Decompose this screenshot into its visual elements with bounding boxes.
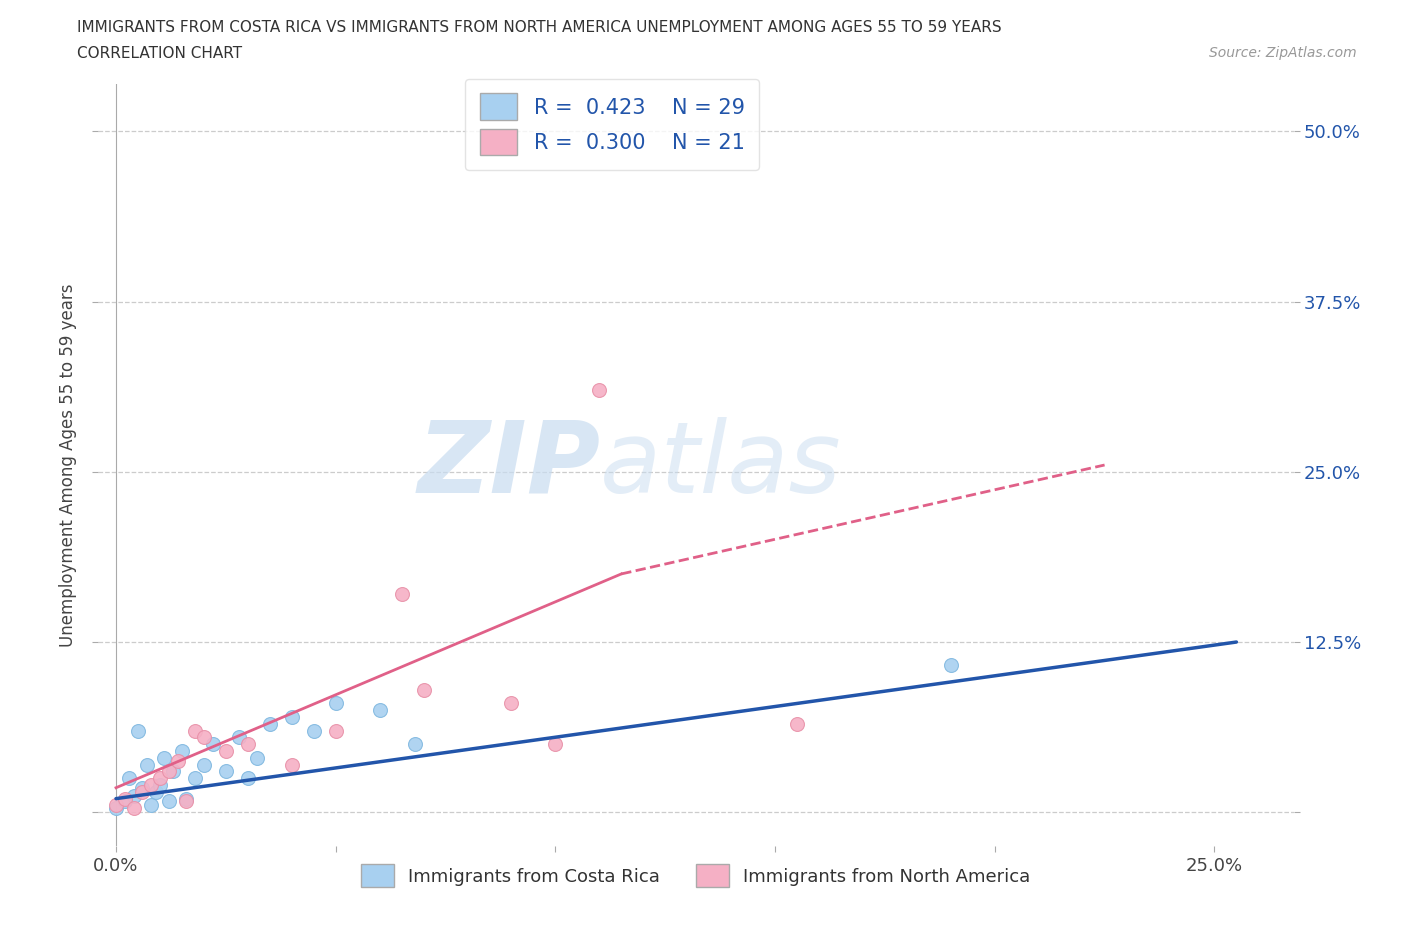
Point: [114, 794, 136, 809]
Text: atlas: atlas: [600, 417, 842, 513]
Point: [201, 737, 224, 751]
Point: [325, 696, 347, 711]
Point: [174, 794, 197, 809]
Point: [145, 784, 167, 799]
Point: [544, 737, 567, 751]
Point: [131, 780, 153, 795]
Point: [259, 716, 281, 731]
Point: [131, 784, 153, 799]
Point: [157, 764, 180, 778]
Point: [325, 724, 347, 738]
Point: [170, 744, 193, 759]
Point: [501, 696, 523, 711]
Point: [122, 789, 145, 804]
Point: [184, 724, 207, 738]
Point: [246, 751, 269, 765]
Legend: Immigrants from Costa Rica, Immigrants from North America: Immigrants from Costa Rica, Immigrants f…: [354, 857, 1038, 895]
Point: [404, 737, 426, 751]
Text: IMMIGRANTS FROM COSTA RICA VS IMMIGRANTS FROM NORTH AMERICA UNEMPLOYMENT AMONG A: IMMIGRANTS FROM COSTA RICA VS IMMIGRANTS…: [77, 20, 1002, 35]
Point: [153, 751, 176, 765]
Point: [228, 730, 250, 745]
Point: [215, 744, 238, 759]
Point: [184, 771, 207, 786]
Point: [215, 764, 238, 778]
Point: [105, 798, 128, 813]
Point: [281, 710, 304, 724]
Point: [786, 716, 808, 731]
Point: [281, 757, 304, 772]
Point: [193, 730, 215, 745]
Point: [939, 658, 962, 672]
Point: [391, 587, 413, 602]
Point: [135, 757, 157, 772]
Point: [193, 757, 215, 772]
Point: [105, 801, 128, 816]
Point: [162, 764, 184, 778]
Point: [174, 791, 197, 806]
Point: [236, 771, 259, 786]
Y-axis label: Unemployment Among Ages 55 to 59 years: Unemployment Among Ages 55 to 59 years: [59, 284, 77, 646]
Point: [149, 771, 172, 786]
Point: [127, 724, 149, 738]
Point: [118, 771, 141, 786]
Point: [368, 703, 391, 718]
Text: ZIP: ZIP: [418, 417, 600, 513]
Text: CORRELATION CHART: CORRELATION CHART: [77, 46, 242, 61]
Point: [588, 382, 610, 397]
Point: [141, 798, 163, 813]
Point: [141, 777, 163, 792]
Point: [114, 791, 136, 806]
Point: [236, 737, 259, 751]
Point: [302, 724, 325, 738]
Point: [157, 794, 180, 809]
Point: [412, 683, 434, 698]
Point: [166, 753, 188, 768]
Point: [149, 777, 172, 792]
Point: [122, 801, 145, 816]
Text: Source: ZipAtlas.com: Source: ZipAtlas.com: [1209, 46, 1357, 60]
